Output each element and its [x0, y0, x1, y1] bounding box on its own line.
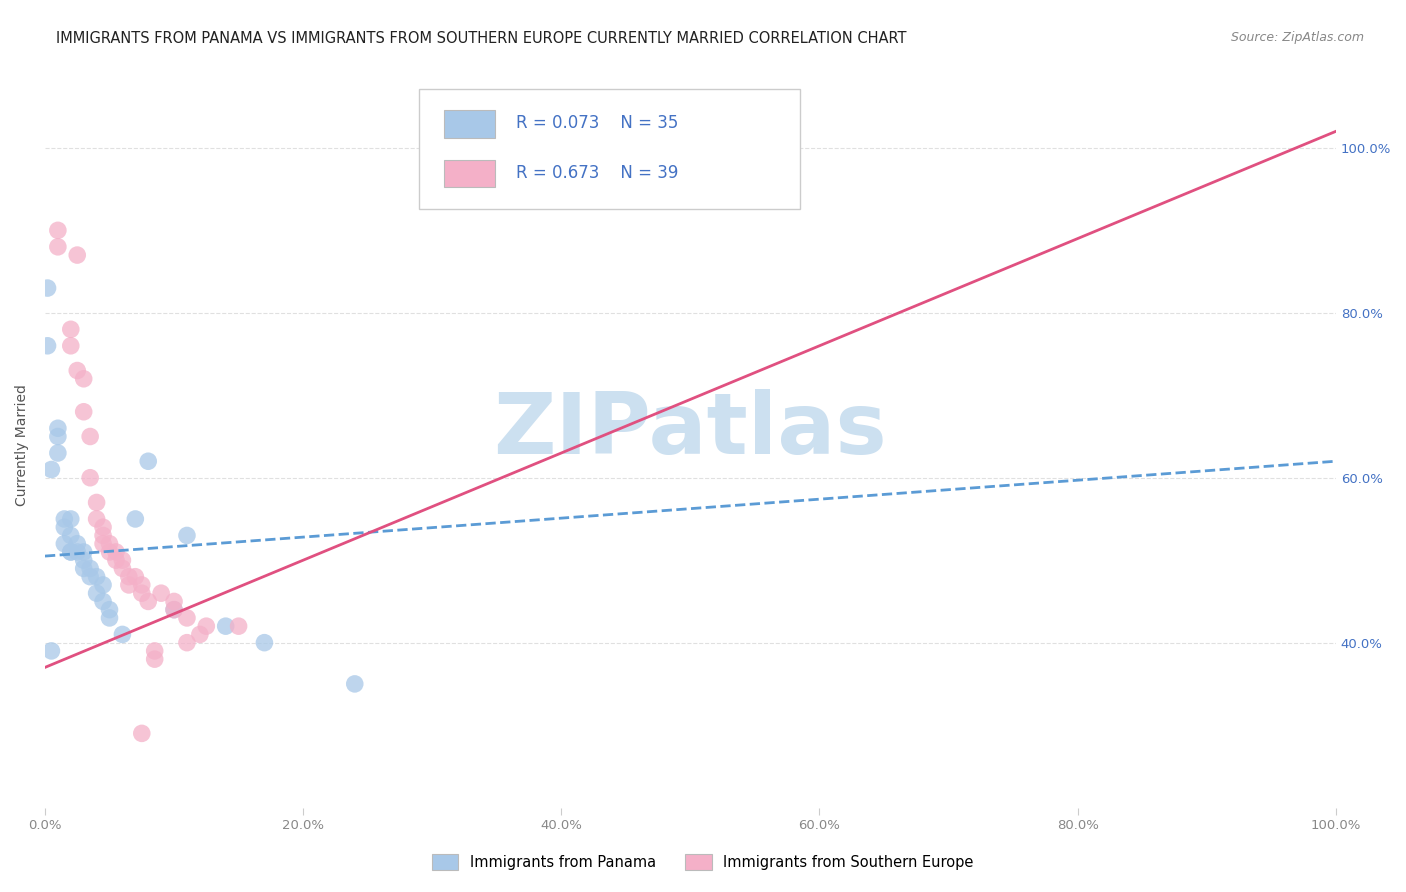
Point — [91, 537, 114, 551]
Point — [41, 644, 63, 658]
FancyBboxPatch shape — [444, 160, 495, 187]
Point — [150, 586, 173, 600]
Point — [91, 578, 114, 592]
Point — [215, 619, 238, 633]
Text: Source: ZipAtlas.com: Source: ZipAtlas.com — [1230, 31, 1364, 45]
Point — [131, 726, 153, 740]
Point — [111, 627, 134, 641]
Point — [66, 545, 89, 559]
Point — [98, 545, 121, 559]
Point — [124, 512, 146, 526]
Point — [124, 570, 146, 584]
Point — [59, 512, 82, 526]
Point — [79, 561, 101, 575]
Point — [118, 570, 141, 584]
Point — [91, 594, 114, 608]
Point — [79, 570, 101, 584]
Point — [66, 248, 89, 262]
Text: IMMIGRANTS FROM PANAMA VS IMMIGRANTS FROM SOUTHERN EUROPE CURRENTLY MARRIED CORR: IMMIGRANTS FROM PANAMA VS IMMIGRANTS FRO… — [56, 31, 907, 46]
Point — [37, 281, 59, 295]
Text: R = 0.673    N = 39: R = 0.673 N = 39 — [516, 163, 679, 182]
Y-axis label: Currently Married: Currently Married — [15, 384, 30, 506]
Point — [111, 561, 134, 575]
Point — [91, 520, 114, 534]
Point — [176, 528, 198, 542]
Point — [37, 339, 59, 353]
Text: ZIPatlas: ZIPatlas — [494, 389, 887, 472]
Point — [136, 454, 159, 468]
Point — [53, 512, 76, 526]
Point — [104, 553, 127, 567]
Point — [53, 537, 76, 551]
Point — [91, 528, 114, 542]
Point — [343, 677, 366, 691]
Point — [131, 578, 153, 592]
Point — [98, 611, 121, 625]
Point — [86, 512, 108, 526]
Point — [79, 471, 101, 485]
Point — [73, 553, 96, 567]
Legend: Immigrants from Panama, Immigrants from Southern Europe: Immigrants from Panama, Immigrants from … — [426, 848, 980, 876]
Point — [46, 223, 69, 237]
Point — [163, 602, 186, 616]
Point — [98, 537, 121, 551]
Point — [253, 635, 276, 649]
Point — [59, 545, 82, 559]
Point — [86, 586, 108, 600]
Point — [136, 594, 159, 608]
Point — [176, 635, 198, 649]
Point — [73, 561, 96, 575]
Point — [86, 570, 108, 584]
Point — [73, 545, 96, 559]
Point — [195, 619, 218, 633]
Point — [228, 619, 250, 633]
Point — [143, 644, 166, 658]
Point — [66, 363, 89, 377]
Point — [59, 339, 82, 353]
Point — [53, 520, 76, 534]
Point — [46, 446, 69, 460]
Point — [59, 528, 82, 542]
Point — [131, 586, 153, 600]
Point — [59, 545, 82, 559]
Point — [66, 537, 89, 551]
Point — [46, 429, 69, 443]
Point — [46, 240, 69, 254]
Point — [188, 627, 211, 641]
Point — [163, 602, 186, 616]
Point — [73, 405, 96, 419]
FancyBboxPatch shape — [419, 89, 800, 209]
Text: R = 0.073    N = 35: R = 0.073 N = 35 — [516, 114, 679, 132]
Point — [98, 602, 121, 616]
Point — [59, 322, 82, 336]
Point — [118, 578, 141, 592]
Point — [176, 611, 198, 625]
Point — [86, 495, 108, 509]
Point — [163, 594, 186, 608]
Point — [79, 429, 101, 443]
Point — [679, 141, 702, 155]
Point — [46, 421, 69, 435]
Point — [111, 553, 134, 567]
Point — [41, 462, 63, 476]
Point — [143, 652, 166, 666]
Point — [73, 372, 96, 386]
FancyBboxPatch shape — [444, 111, 495, 137]
Point — [104, 545, 127, 559]
